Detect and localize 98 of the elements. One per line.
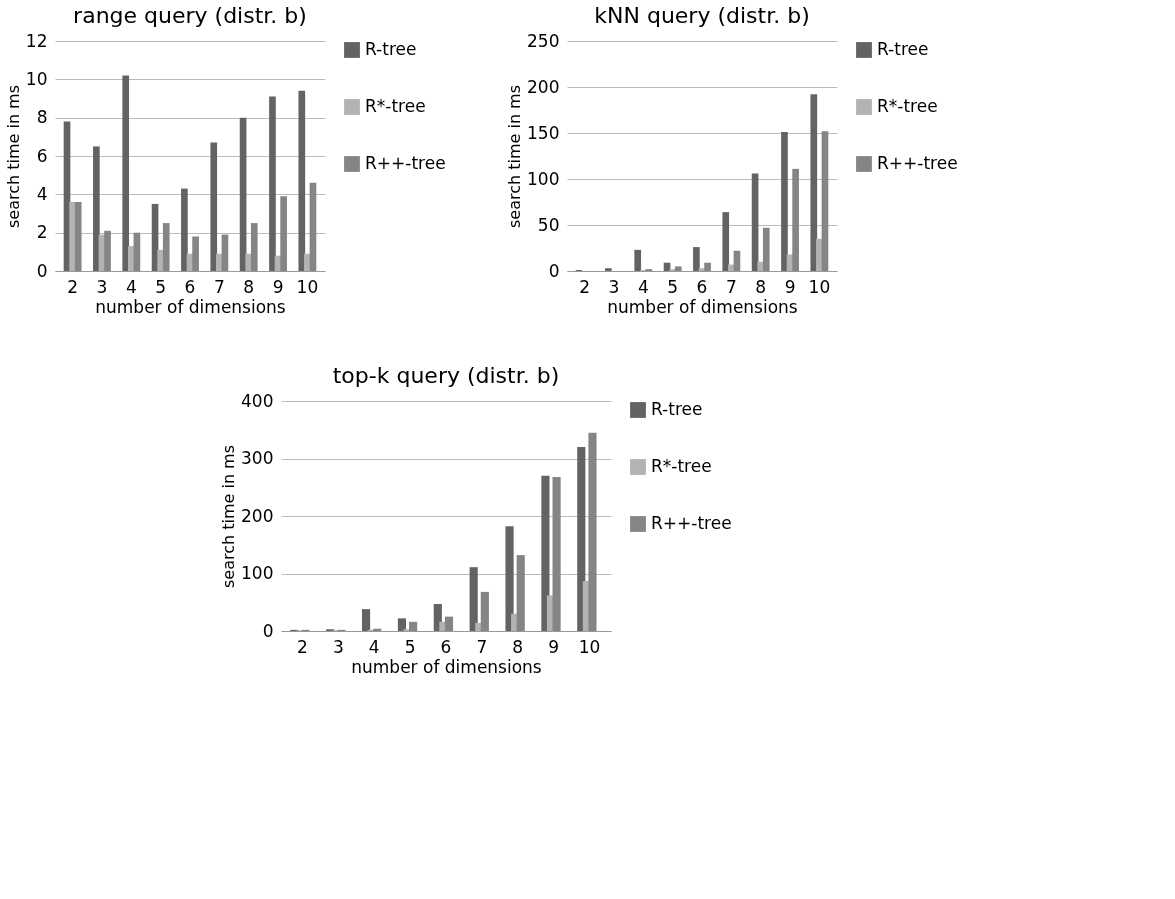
x-tick-label: 7 <box>213 276 225 297</box>
legend-label: R*-tree <box>365 96 426 116</box>
x-tick-label: 10 <box>296 276 319 297</box>
bar <box>810 94 818 271</box>
bar <box>634 249 642 271</box>
y-tick-label: 150 <box>527 122 560 143</box>
x-tick-label: 9 <box>548 636 560 657</box>
y-tick-label: 2 <box>36 222 48 243</box>
y-tick-label: 6 <box>36 145 48 166</box>
chart-title: kNN query (distr. b) <box>594 3 810 28</box>
legend-label: R-tree <box>877 39 929 59</box>
bar <box>693 247 700 271</box>
bar <box>577 447 586 631</box>
bar <box>444 616 454 631</box>
y-axis-title: search time in ms <box>3 84 23 229</box>
x-tick-label: 7 <box>725 276 737 297</box>
y-tick-label: 0 <box>262 620 274 641</box>
bar <box>361 609 371 631</box>
x-tick-label: 3 <box>96 276 108 297</box>
y-axis-title: search time in ms <box>505 84 525 229</box>
bar <box>93 146 100 271</box>
bar <box>541 475 550 631</box>
x-tick-label: 8 <box>755 276 767 297</box>
bar <box>104 230 111 271</box>
x-tick-label: 10 <box>578 636 601 657</box>
bar <box>74 202 82 271</box>
bar <box>469 567 478 631</box>
y-tick-label: 300 <box>241 448 274 468</box>
y-tick-label: 4 <box>36 183 48 204</box>
x-tick-label: 6 <box>696 276 708 297</box>
legend-label: R++-tree <box>651 513 732 533</box>
x-tick-label: 10 <box>808 276 831 297</box>
bar <box>588 432 597 631</box>
y-tick-label: 100 <box>241 563 274 583</box>
bar <box>704 262 711 271</box>
bar <box>516 555 525 631</box>
bar <box>397 618 407 631</box>
y-tick-label: 200 <box>241 505 274 526</box>
bar <box>280 196 287 271</box>
bar <box>181 188 188 271</box>
bar <box>792 168 799 271</box>
y-tick-label: 200 <box>527 76 560 97</box>
bar <box>505 526 514 631</box>
bar <box>409 621 418 631</box>
y-tick-label: 400 <box>241 390 274 411</box>
bar <box>269 96 276 271</box>
bar <box>552 476 561 631</box>
x-tick-label: 5 <box>404 636 416 657</box>
bar <box>821 131 829 271</box>
chart-title: top-k query (distr. b) <box>332 363 560 388</box>
x-tick-label: 2 <box>67 276 79 297</box>
x-tick-label: 9 <box>784 276 796 297</box>
y-tick-label: 8 <box>36 107 48 128</box>
legend-label: R*-tree <box>651 456 712 476</box>
y-tick-label: 0 <box>36 260 48 281</box>
x-tick-label: 2 <box>579 276 591 297</box>
bar <box>162 223 170 271</box>
legend-label: R-tree <box>365 39 417 59</box>
legend-label: R*-tree <box>877 96 938 116</box>
bar <box>298 90 306 271</box>
x-tick-label: 4 <box>368 636 380 657</box>
bar <box>722 212 730 271</box>
x-tick-label: 4 <box>637 276 649 297</box>
x-tick-label: 9 <box>272 276 284 297</box>
x-tick-label: 6 <box>440 636 452 657</box>
bar <box>762 227 770 271</box>
x-tick-label: 5 <box>155 276 167 297</box>
x-tick-label: 3 <box>332 636 344 657</box>
x-tick-label: 3 <box>608 276 620 297</box>
bar <box>122 75 130 271</box>
y-tick-label: 10 <box>25 68 48 89</box>
x-tick-label: 6 <box>184 276 196 297</box>
bar <box>605 268 612 271</box>
chart-title: range query (distr. b) <box>73 3 307 28</box>
legend-label: R++-tree <box>877 153 958 173</box>
x-tick-label: 8 <box>512 636 524 657</box>
bar <box>674 266 682 271</box>
x-axis-title: number of dimensions <box>607 296 798 317</box>
x-tick-label: 4 <box>125 276 137 297</box>
y-axis-title: search time in ms <box>219 444 239 589</box>
bar <box>250 223 258 271</box>
y-tick-label: 0 <box>548 260 560 281</box>
bar <box>210 142 218 271</box>
bar <box>309 182 317 271</box>
bar <box>480 591 489 631</box>
x-axis-title: number of dimensions <box>95 296 286 317</box>
legend-label: R++-tree <box>365 153 446 173</box>
x-tick-label: 2 <box>297 636 308 657</box>
y-tick-label: 250 <box>527 30 560 51</box>
bar <box>781 132 788 271</box>
x-axis-title: number of dimensions <box>351 656 542 677</box>
y-tick-label: 50 <box>537 214 560 235</box>
x-tick-label: 5 <box>667 276 679 297</box>
y-tick-label: 12 <box>25 30 48 51</box>
y-tick-label: 100 <box>527 168 560 189</box>
bar <box>192 236 199 271</box>
legend-label: R-tree <box>651 399 703 419</box>
x-tick-label: 7 <box>476 636 488 657</box>
